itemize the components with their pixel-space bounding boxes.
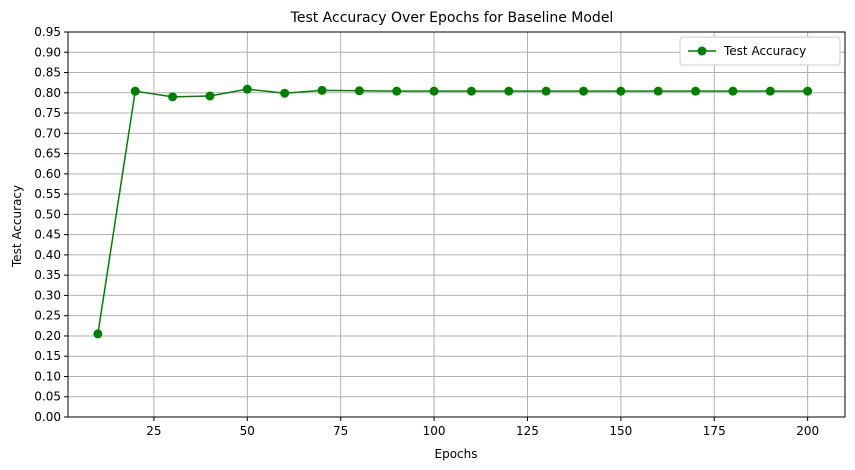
y-tick-label: 0.50 (34, 207, 61, 221)
y-tick-label: 0.60 (34, 167, 61, 181)
series-layer (93, 84, 813, 339)
data-point (168, 92, 178, 102)
x-tick-label: 175 (703, 424, 726, 438)
y-tick-label: 0.45 (34, 228, 61, 242)
data-point (728, 86, 738, 96)
y-tick-label: 0.35 (34, 268, 61, 282)
legend-box (679, 36, 841, 66)
y-tick-label: 0.30 (34, 288, 61, 302)
data-point (616, 86, 626, 96)
data-point (280, 88, 290, 98)
x-ticks: 25 50 75 100 125 150 175 200 (146, 417, 819, 438)
y-tick-label: 0.10 (34, 369, 61, 383)
x-tick-label: 200 (796, 424, 819, 438)
y-tick-label: 0.75 (34, 106, 61, 120)
data-point (354, 86, 364, 96)
legend: Test Accuracy (679, 36, 841, 66)
data-point (803, 86, 813, 96)
y-tick-label: 0.00 (34, 410, 61, 424)
x-tick-label: 50 (240, 424, 255, 438)
data-point (130, 86, 140, 96)
plot-frame (67, 31, 846, 418)
y-tick-label: 0.95 (34, 25, 61, 39)
y-tick-label: 0.65 (34, 147, 61, 161)
series-line (97, 88, 808, 335)
y-tick-label: 0.25 (34, 309, 61, 323)
data-point (504, 86, 514, 96)
data-point (317, 85, 327, 95)
x-tick-label: 125 (516, 424, 539, 438)
y-tick-label: 0.40 (34, 248, 61, 262)
data-point (541, 86, 551, 96)
data-point (429, 86, 439, 96)
y-tick-label: 0.55 (34, 187, 61, 201)
y-tick-label: 0.15 (34, 349, 61, 363)
data-point (466, 86, 476, 96)
data-point (205, 91, 215, 101)
data-point (653, 86, 663, 96)
grid (68, 31, 845, 418)
x-tick-label: 150 (609, 424, 632, 438)
y-axis-label: Test Accuracy (10, 185, 24, 268)
x-axis-label: Epochs (435, 447, 478, 461)
x-tick-label: 25 (146, 424, 161, 438)
y-tick-label: 0.85 (34, 66, 61, 80)
y-ticks: 0.00 0.05 0.10 0.15 0.20 0.25 0.30 0.35 0.40 0.45… (34, 25, 68, 424)
data-point (765, 86, 775, 96)
y-tick-label: 0.20 (34, 329, 61, 343)
data-point (691, 86, 701, 96)
data-point (93, 329, 103, 339)
legend-entry-label: Test Accuracy (723, 44, 806, 58)
chart-title: Test Accuracy Over Epochs for Baseline M… (290, 10, 614, 26)
legend-marker-sample (697, 46, 707, 56)
y-tick-label: 0.80 (34, 86, 61, 100)
x-tick-label: 75 (333, 424, 348, 438)
y-tick-label: 0.05 (34, 390, 61, 404)
y-tick-label: 0.70 (34, 126, 61, 140)
data-point (392, 86, 402, 96)
y-tick-label: 0.90 (34, 45, 61, 59)
data-point (242, 84, 252, 94)
x-tick-label: 100 (423, 424, 446, 438)
data-point (579, 86, 589, 96)
